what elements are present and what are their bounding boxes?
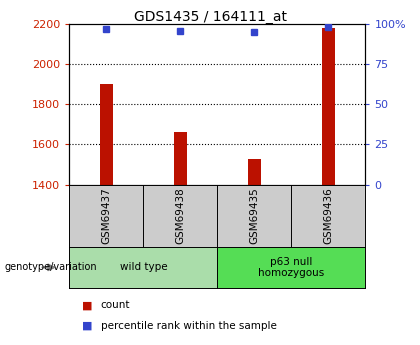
- Text: GSM69435: GSM69435: [249, 187, 260, 244]
- Bar: [322, 28, 335, 185]
- Text: GDS1435 / 164111_at: GDS1435 / 164111_at: [134, 10, 286, 24]
- Text: ■: ■: [82, 321, 92, 331]
- Bar: [248, 158, 261, 185]
- Text: GSM69437: GSM69437: [101, 187, 111, 244]
- Text: ■: ■: [82, 300, 92, 310]
- Text: GSM69438: GSM69438: [175, 187, 185, 244]
- Text: GSM69436: GSM69436: [323, 187, 333, 244]
- Text: percentile rank within the sample: percentile rank within the sample: [101, 321, 277, 331]
- Bar: [100, 84, 113, 185]
- Text: wild type: wild type: [120, 263, 167, 272]
- Text: genotype/variation: genotype/variation: [4, 263, 97, 272]
- Bar: [174, 132, 187, 185]
- Text: count: count: [101, 300, 130, 310]
- Text: p63 null
homozygous: p63 null homozygous: [258, 257, 325, 278]
